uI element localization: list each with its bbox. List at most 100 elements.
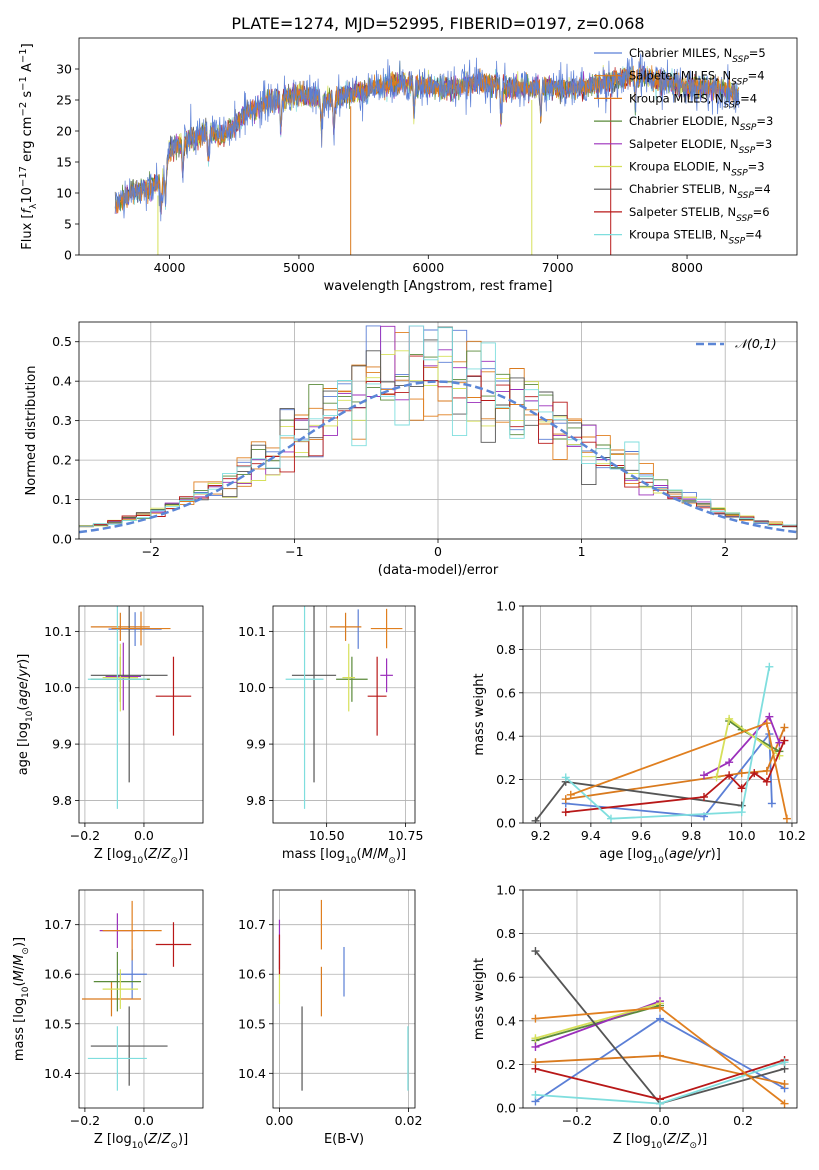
age_vs_mass-panel: 10.50 10.75 9.8 9.9 10.0 10.1 mass [log10(M/M⊙… — [238, 605, 424, 866]
legend-label: Salpeter STELIB, NSSP=6 — [629, 205, 770, 224]
x-tick-label: 6000 — [412, 260, 444, 275]
x-tick-label: −2 — [142, 544, 160, 559]
line-salpeter-elodie — [703, 714, 781, 777]
y-tick-label: 0.8 — [496, 642, 516, 657]
plot-area — [87, 606, 192, 809]
figure-title: PLATE=1274, MJD=52995, FIBERID=0197, z=0… — [231, 14, 644, 33]
spectrum-panel: 4000 5000 6000 7000 8000 0 5 10 15 20 25 30 waveleng… — [18, 37, 798, 294]
line-kroupa-stelib — [565, 666, 771, 820]
y-tick-label: 0.2 — [496, 772, 516, 787]
y-tick-label: 0 — [64, 248, 72, 263]
y-tick-label: 0.2 — [52, 453, 72, 468]
gaussian-curve — [79, 380, 797, 534]
x-tick-label: 9.6 — [631, 828, 651, 843]
y-tick-label: 0.8 — [496, 926, 516, 941]
y-tick-label: 0.4 — [52, 374, 72, 389]
x-tick-label: 10.2 — [778, 828, 806, 843]
axes-frame — [522, 605, 798, 824]
y-tick-label: 9.9 — [246, 737, 266, 752]
y-axis-label: Flux [fλ10−17 erg cm−2 s−1 A−1] — [18, 43, 40, 250]
axes-frame — [522, 889, 798, 1109]
plot-area — [531, 947, 789, 1108]
mass_weight_vs_age-panel: 9.2 9.4 9.6 9.8 10.0 10.2 0.0 0.2 0.4 0.6 0.8 1.0 ag… — [472, 599, 806, 867]
y-tick-label: 0.6 — [496, 970, 516, 985]
y-tick-label: 10.1 — [44, 624, 72, 639]
x-tick-label: 0.02 — [395, 1113, 423, 1128]
legend-label: 𝒩(0,1) — [735, 336, 777, 351]
residuals-panel: −2 −1 0 1 2 0.0 0.1 0.2 0.3 0.4 0.5 (data-model)/er… — [24, 321, 798, 578]
x-tick-label: 0.2 — [733, 1113, 753, 1128]
mass_vs_Z-panel: −0.2 0.0 10.4 10.5 10.6 10.7 Z [log10(Z/Z⊙)] ma… — [12, 889, 204, 1151]
mass_weight_vs_Z-panel: −0.2 0.0 0.2 0.0 0.2 0.4 0.6 0.8 1.0 Z [log10(Z/Z… — [472, 883, 798, 1151]
y-axis-label: mass weight — [472, 958, 487, 1040]
y-axis-label: mass weight — [472, 673, 487, 755]
x-tick-label: −1 — [285, 544, 303, 559]
x-tick-label: 9.4 — [581, 828, 601, 843]
y-tick-label: 0.4 — [496, 1013, 516, 1028]
y-tick-label: 10.0 — [238, 680, 266, 695]
axes-frame — [272, 889, 416, 1109]
x-tick-label: 10.0 — [728, 828, 756, 843]
x-tick-label: 0 — [434, 544, 442, 559]
histogram-kroupa-miles — [79, 331, 797, 527]
legend-label: Salpeter MILES, NSSP=4 — [629, 69, 765, 88]
plot-area — [79, 325, 797, 534]
x-tick-label: 0.0 — [134, 1113, 154, 1128]
x-tick-label: 9.2 — [531, 828, 551, 843]
legend-label: Chabrier ELODIE, NSSP=3 — [629, 114, 773, 133]
axes-frame — [78, 889, 204, 1109]
line-chabrier-elodie — [535, 1004, 661, 1042]
y-tick-label: 0.3 — [52, 413, 72, 428]
y-tick-label: 9.8 — [52, 793, 72, 808]
x-tick-label: −0.2 — [70, 1113, 100, 1128]
y-tick-label: 0.1 — [52, 492, 72, 507]
y-tick-label: 10 — [56, 186, 72, 201]
x-tick-label: 10.75 — [388, 828, 424, 843]
y-tick-label: 0.0 — [496, 1101, 516, 1116]
spectrum-series-chabrier-miles — [114, 53, 740, 222]
x-tick-label: 5000 — [283, 260, 315, 275]
plot-area — [114, 53, 740, 255]
y-tick-label: 20 — [56, 124, 72, 139]
x-tick-label: 1 — [578, 544, 586, 559]
y-tick-label: 0.2 — [496, 1057, 516, 1072]
plot-area — [531, 662, 791, 823]
legend-label: Chabrier MILES, NSSP=5 — [629, 46, 766, 65]
x-tick-label: 0.0 — [650, 1113, 670, 1128]
x-axis-label: E(B-V) — [324, 1132, 364, 1147]
y-tick-label: 10.6 — [44, 967, 72, 982]
y-axis-label: mass [log10(M/M⊙)] — [12, 937, 31, 1061]
y-tick-label: 10.5 — [44, 1016, 72, 1031]
legend-label: Chabrier STELIB, NSSP=4 — [629, 182, 771, 201]
x-tick-label: 0.0 — [134, 828, 154, 843]
y-tick-label: 1.0 — [496, 599, 516, 614]
plot-area — [81, 900, 192, 1091]
axes-frame — [78, 37, 798, 256]
x-axis-label: age [log10(age/yr)] — [599, 847, 721, 866]
x-tick-label: 4000 — [154, 260, 186, 275]
age_vs_Z-panel: −0.2 0.0 9.8 9.9 10.0 10.1 Z [log10(Z/Z⊙)] age … — [16, 605, 204, 866]
x-tick-label: 8000 — [671, 260, 703, 275]
y-tick-label: 10.4 — [238, 1066, 266, 1081]
y-tick-label: 15 — [56, 155, 72, 170]
axes-frame — [78, 321, 798, 540]
y-tick-label: 0.0 — [52, 532, 72, 547]
plot-area — [278, 899, 409, 1091]
x-axis-label: mass [log10(M/M⊙)] — [282, 847, 406, 866]
y-tick-label: 30 — [56, 62, 72, 77]
y-tick-label: 5 — [64, 217, 72, 232]
x-tick-label: −0.2 — [562, 1113, 592, 1128]
x-axis-label: wavelength [Angstrom, rest frame] — [324, 279, 553, 294]
y-tick-label: 10.7 — [238, 917, 266, 932]
y-tick-label: 10.1 — [238, 624, 266, 639]
mass_vs_EBV-panel: 0.00 0.02 10.4 10.5 10.6 10.7 E(B-V) — [238, 889, 423, 1147]
x-tick-label: 7000 — [542, 260, 574, 275]
y-tick-label: 1.0 — [496, 883, 516, 898]
plot-area — [285, 606, 403, 809]
y-tick-label: 0.5 — [52, 334, 72, 349]
y-tick-label: 10.6 — [238, 967, 266, 982]
histogram-kroupa-stelib — [79, 325, 797, 528]
x-tick-label: 0.00 — [266, 1113, 294, 1128]
x-tick-label: −0.2 — [70, 828, 100, 843]
